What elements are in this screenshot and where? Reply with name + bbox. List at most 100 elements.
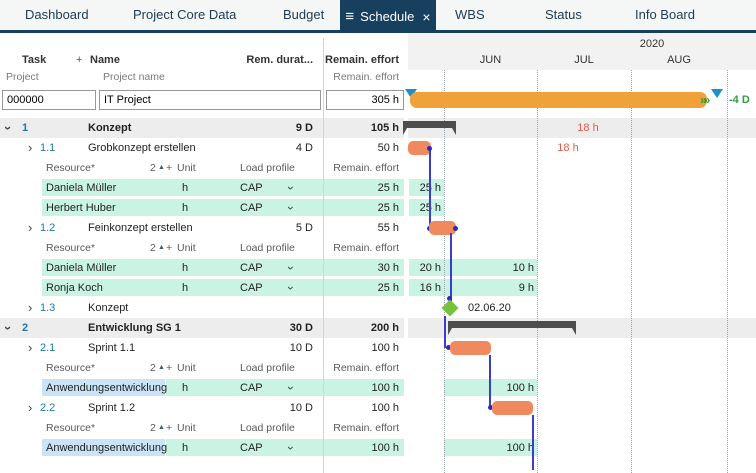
column-splitter[interactable] <box>323 38 324 473</box>
chevron-down-icon[interactable]: › <box>280 206 300 210</box>
nav-wbs[interactable]: WBS <box>455 0 485 30</box>
resource-name[interactable]: Anwendungsentwicklung <box>46 378 167 398</box>
load-profile-value[interactable]: CAP <box>240 378 263 398</box>
sort-ascending-icon[interactable]: ▲ <box>158 158 165 178</box>
expand-chevron-icon[interactable]: › <box>28 218 32 238</box>
chevron-down-icon[interactable]: › <box>280 286 300 290</box>
col-header-rem-duration[interactable]: Rem. durat... <box>246 52 313 68</box>
tab-schedule[interactable]: ≡ Schedule × <box>340 0 436 33</box>
remain-effort-value[interactable]: 25 h <box>378 198 399 218</box>
load-profile-col-label: Load profile <box>240 158 295 178</box>
summary-bar-entwicklung[interactable] <box>448 321 576 335</box>
sort-ascending-icon[interactable]: ▲ <box>158 238 165 258</box>
remain-effort-value[interactable]: 100 h <box>371 378 399 398</box>
add-resource-icon[interactable]: + <box>166 418 172 438</box>
col-header-task[interactable]: Task <box>22 52 46 68</box>
resource-row[interactable]: Herbert Huber h CAP › 25 h 25 h <box>0 198 756 218</box>
unit-value[interactable]: h <box>182 278 188 298</box>
task-row-2-2[interactable]: › 2.2 Sprint 1.2 10 D 100 h <box>0 398 756 418</box>
expand-chevron-icon[interactable]: › <box>28 338 32 358</box>
col-header-name[interactable]: Name <box>90 52 120 68</box>
timeline-year: 2020 <box>617 38 687 50</box>
sort-ascending-icon[interactable]: ▲ <box>158 358 165 378</box>
project-effort-input[interactable] <box>326 90 404 110</box>
add-resource-icon[interactable]: + <box>166 158 172 178</box>
task-name: Konzept <box>88 118 131 138</box>
hamburger-icon[interactable]: ≡ <box>345 2 354 32</box>
load-profile-value[interactable]: CAP <box>240 278 263 298</box>
sort-order[interactable]: 2 <box>150 358 156 378</box>
resource-row[interactable]: Daniela Müller h CAP › 30 h 20 h 10 h <box>0 258 756 278</box>
sort-ascending-icon[interactable]: ▲ <box>158 418 165 438</box>
remain-effort: 100 h <box>371 398 399 418</box>
task-bar-sprint-1-2[interactable] <box>492 401 533 415</box>
sort-order[interactable]: 2 <box>150 158 156 178</box>
collapse-chevron-icon[interactable]: › <box>0 126 18 130</box>
resource-name[interactable]: Herbert Huber <box>46 198 116 218</box>
load-profile-value[interactable]: CAP <box>240 438 263 458</box>
project-name-input[interactable] <box>99 90 321 110</box>
period-effort-value: 100 h <box>506 378 534 398</box>
add-column-icon[interactable]: + <box>76 52 82 68</box>
resource-row[interactable]: Daniela Müller h CAP › 25 h 25 h <box>0 178 756 198</box>
nav-status[interactable]: Status <box>545 0 582 30</box>
resource-name[interactable]: Daniela Müller <box>46 178 116 198</box>
resource-name[interactable]: Anwendungsentwicklung <box>46 438 167 458</box>
unit-value[interactable]: h <box>182 438 188 458</box>
add-resource-icon[interactable]: + <box>166 358 172 378</box>
unit-value[interactable]: h <box>182 258 188 278</box>
load-profile-value[interactable]: CAP <box>240 198 263 218</box>
load-profile-value[interactable]: CAP <box>240 178 263 198</box>
collapse-chevron-icon[interactable]: › <box>0 326 18 330</box>
remain-effort-value[interactable]: 25 h <box>378 178 399 198</box>
task-row-1-1[interactable]: › 1.1 Grobkonzept erstellen 4 D 50 h <box>0 138 756 158</box>
load-profile-value[interactable]: CAP <box>240 258 263 278</box>
summary-bar-konzept[interactable] <box>403 121 456 135</box>
overload-label: 18 h <box>566 118 610 138</box>
expand-chevron-icon[interactable]: › <box>28 298 32 318</box>
close-icon[interactable]: × <box>422 9 430 25</box>
col-header-remain-effort[interactable]: Remain. effort <box>325 52 399 68</box>
schedule-end-marker-icon[interactable] <box>711 89 723 98</box>
nav-dashboard[interactable]: Dashboard <box>25 0 89 30</box>
project-id-input[interactable] <box>2 90 96 110</box>
chevron-down-icon[interactable]: › <box>280 186 300 190</box>
expand-chevron-icon[interactable]: › <box>28 398 32 418</box>
resource-row[interactable]: Ronja Koch h CAP › 25 h 16 h 9 h <box>0 278 756 298</box>
unit-value[interactable]: h <box>182 378 188 398</box>
unit-value[interactable]: h <box>182 198 188 218</box>
expand-chevron-icon[interactable]: › <box>28 138 32 158</box>
deviation-label: -4 D <box>729 90 750 110</box>
chevron-down-icon[interactable]: › <box>280 266 300 270</box>
task-name: Sprint 1.1 <box>88 338 135 358</box>
sort-order[interactable]: 2 <box>150 238 156 258</box>
nav-budget[interactable]: Budget <box>283 0 324 30</box>
table-gantt-gap[interactable] <box>404 33 408 473</box>
resource-name[interactable]: Daniela Müller <box>46 258 116 278</box>
resource-row[interactable]: Anwendungsentwicklung h CAP › 100 h 100 … <box>0 378 756 398</box>
rem-duration: 30 D <box>290 318 313 338</box>
timeline-month-aug: AUG <box>631 54 727 68</box>
task-row-1[interactable]: › 1 Konzept 9 D 105 h <box>0 118 756 138</box>
task-row-1-2[interactable]: › 1.2 Feinkonzept erstellen 5 D 55 h <box>0 218 756 238</box>
task-row-2[interactable]: › 2 Entwicklung SG 1 30 D 200 h <box>0 318 756 338</box>
task-bar-sprint-1-1[interactable] <box>450 341 491 355</box>
sort-order[interactable]: 2 <box>150 418 156 438</box>
remain-effort-value[interactable]: 25 h <box>378 278 399 298</box>
remain-effort-value[interactable]: 100 h <box>371 438 399 458</box>
project-gantt-bar[interactable] <box>410 92 707 108</box>
resource-col-label: Resource* <box>46 358 95 378</box>
chevron-down-icon[interactable]: › <box>280 446 300 450</box>
task-row-1-3[interactable]: › 1.3 Konzept <box>0 298 756 318</box>
resource-row[interactable]: Anwendungsentwicklung h CAP › 100 h 100 … <box>0 438 756 458</box>
chevron-down-icon[interactable]: › <box>280 386 300 390</box>
unit-value[interactable]: h <box>182 178 188 198</box>
remain-effort-value[interactable]: 30 h <box>378 258 399 278</box>
subheader-project-name: Project name <box>103 70 165 84</box>
nav-info-board[interactable]: Info Board <box>635 0 695 30</box>
nav-project-core-data[interactable]: Project Core Data <box>133 0 236 30</box>
task-row-2-1[interactable]: › 2.1 Sprint 1.1 10 D 100 h <box>0 338 756 358</box>
dependency-dot <box>427 146 432 151</box>
resource-name[interactable]: Ronja Koch <box>46 278 103 298</box>
add-resource-icon[interactable]: + <box>166 238 172 258</box>
